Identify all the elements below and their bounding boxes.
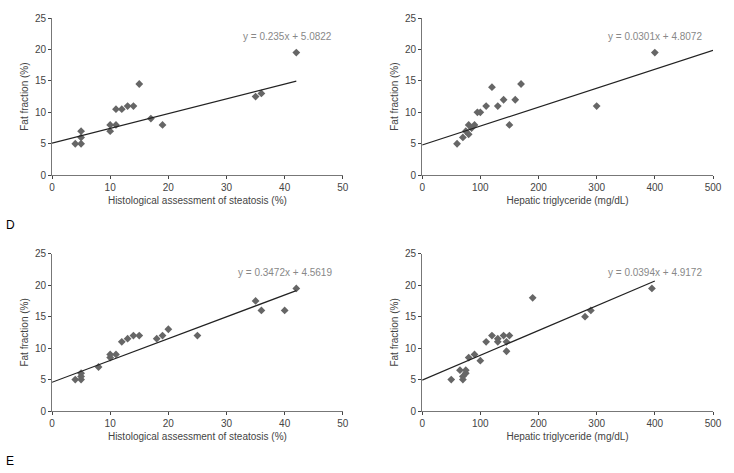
svg-text:15: 15 <box>35 75 47 86</box>
svg-text:500: 500 <box>705 182 722 193</box>
svg-text:0: 0 <box>40 406 46 417</box>
svg-text:y = 0.0394x + 4.9172: y = 0.0394x + 4.9172 <box>608 267 702 278</box>
svg-text:0: 0 <box>411 406 417 417</box>
svg-text:20: 20 <box>163 182 175 193</box>
svg-text:300: 300 <box>588 418 605 429</box>
svg-text:25: 25 <box>405 13 417 24</box>
svg-text:20: 20 <box>35 44 47 55</box>
svg-text:300: 300 <box>588 182 605 193</box>
svg-text:0: 0 <box>49 182 55 193</box>
svg-text:25: 25 <box>405 248 417 259</box>
svg-text:Fat fraction (%): Fat fraction (%) <box>389 62 400 130</box>
svg-text:10: 10 <box>105 182 117 193</box>
svg-text:D: D <box>6 218 15 232</box>
svg-text:100: 100 <box>472 418 489 429</box>
svg-text:20: 20 <box>163 418 175 429</box>
svg-text:15: 15 <box>405 75 417 86</box>
svg-text:y = 0.0301x + 4.8072: y = 0.0301x + 4.8072 <box>608 31 702 42</box>
svg-text:10: 10 <box>105 418 117 429</box>
svg-text:100: 100 <box>472 182 489 193</box>
svg-text:Fat fraction (%): Fat fraction (%) <box>19 298 30 366</box>
svg-text:20: 20 <box>405 44 417 55</box>
svg-text:10: 10 <box>35 107 47 118</box>
svg-text:30: 30 <box>221 418 233 429</box>
svg-text:5: 5 <box>40 374 46 385</box>
svg-text:Histological assessment of ste: Histological assessment of steatosis (%) <box>108 431 287 442</box>
svg-text:400: 400 <box>646 418 663 429</box>
svg-text:Histological assessment of ste: Histological assessment of steatosis (%) <box>108 195 287 206</box>
svg-text:25: 25 <box>35 13 47 24</box>
svg-text:40: 40 <box>279 418 291 429</box>
svg-text:E: E <box>6 454 14 468</box>
svg-text:Fat fraction (%): Fat fraction (%) <box>19 62 30 130</box>
svg-text:0: 0 <box>419 182 425 193</box>
svg-text:50: 50 <box>337 182 349 193</box>
svg-text:15: 15 <box>405 311 417 322</box>
svg-text:0: 0 <box>49 418 55 429</box>
svg-text:y = 0.3472x + 4.5619: y = 0.3472x + 4.5619 <box>238 267 332 278</box>
svg-text:25: 25 <box>35 248 47 259</box>
svg-text:500: 500 <box>705 418 722 429</box>
svg-text:200: 200 <box>530 418 547 429</box>
svg-text:0: 0 <box>40 170 46 181</box>
svg-text:10: 10 <box>405 107 417 118</box>
svg-text:5: 5 <box>411 374 417 385</box>
svg-text:20: 20 <box>405 280 417 291</box>
svg-text:20: 20 <box>35 280 47 291</box>
svg-text:40: 40 <box>279 182 291 193</box>
svg-text:30: 30 <box>221 182 233 193</box>
svg-text:Hepatic triglyceride (mg/dL): Hepatic triglyceride (mg/dL) <box>506 431 628 442</box>
svg-text:50: 50 <box>337 418 349 429</box>
svg-text:y = 0.235x + 5.0822: y = 0.235x + 5.0822 <box>243 31 332 42</box>
svg-text:5: 5 <box>411 138 417 149</box>
svg-text:Hepatic triglyceride (mg/dL): Hepatic triglyceride (mg/dL) <box>506 195 628 206</box>
svg-text:400: 400 <box>646 182 663 193</box>
svg-text:0: 0 <box>419 418 425 429</box>
svg-text:10: 10 <box>35 343 47 354</box>
svg-text:15: 15 <box>35 311 47 322</box>
svg-text:5: 5 <box>40 138 46 149</box>
svg-text:Fat fraction (%): Fat fraction (%) <box>389 298 400 366</box>
svg-text:200: 200 <box>530 182 547 193</box>
svg-text:0: 0 <box>411 170 417 181</box>
svg-text:10: 10 <box>405 343 417 354</box>
